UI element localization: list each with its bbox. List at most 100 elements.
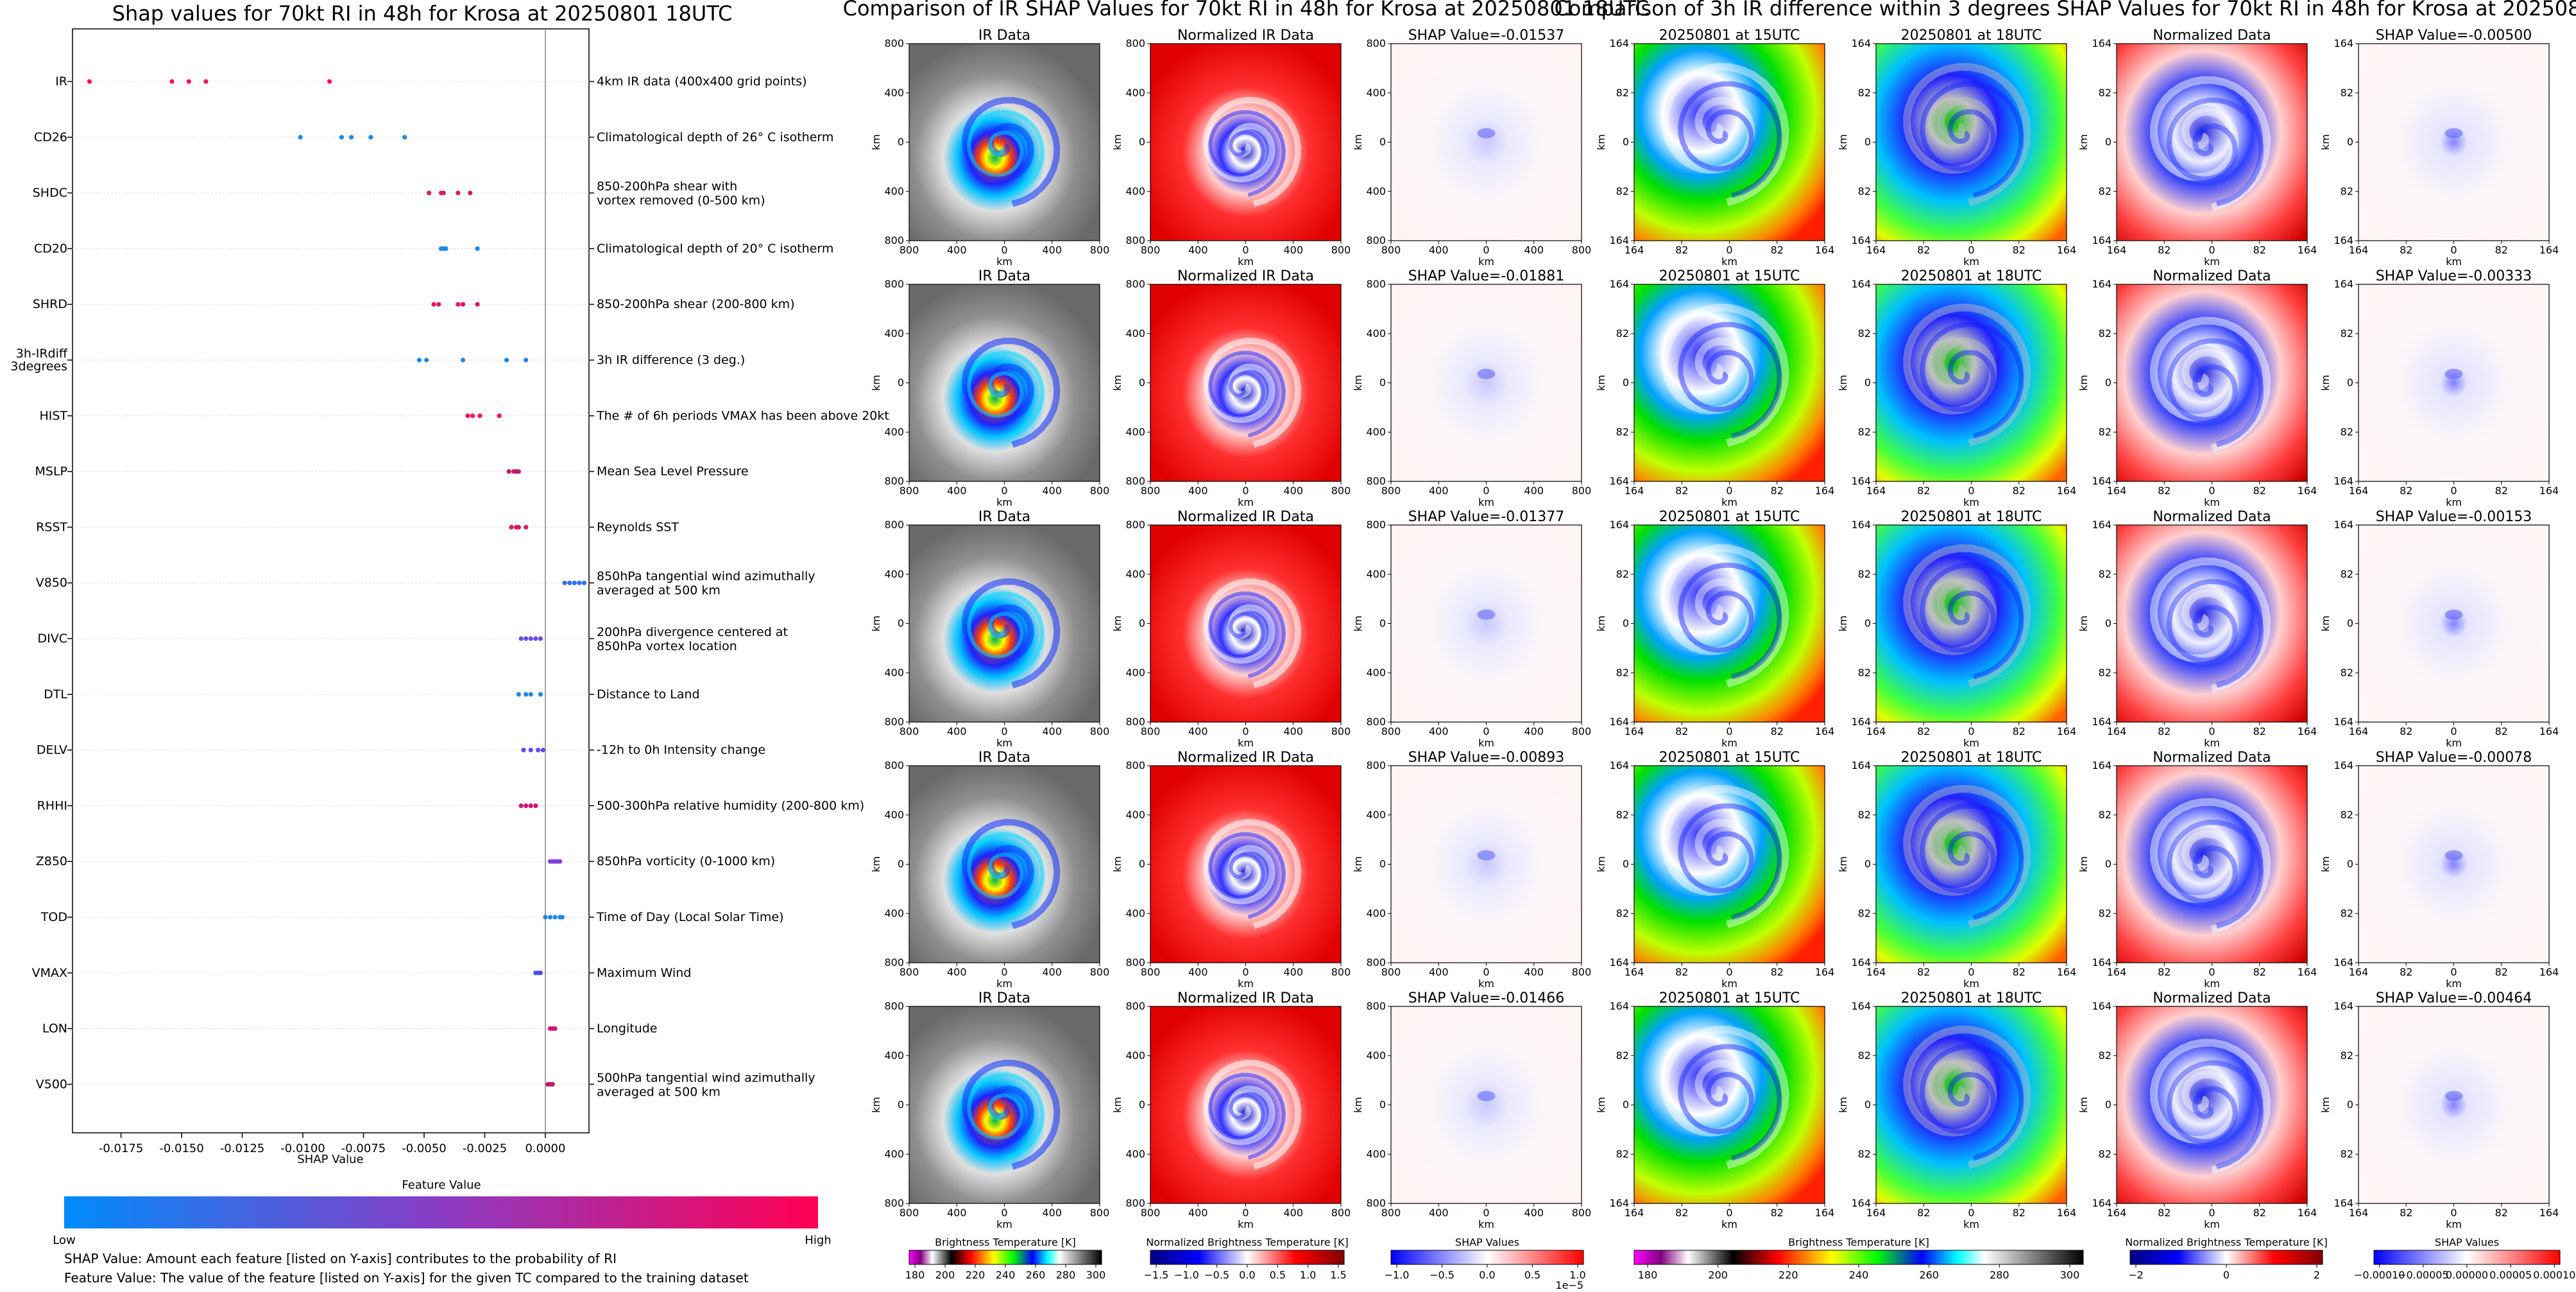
panel-y-tick-label: 164 — [2092, 716, 2111, 728]
panel-y-tick-label: 800 — [884, 475, 904, 487]
panel-x-tick-label: 82 — [1771, 1207, 1784, 1219]
panel-y-tick-label: 400 — [884, 327, 904, 340]
colorbar-tick-label: 0.00010 — [2533, 1269, 2575, 1281]
shap-point — [562, 580, 567, 585]
panel-title: Normalized IR Data — [1177, 509, 1314, 525]
summary-x-ticks: -0.0175 -0.0150 -0.0125 -0.0100 -0.0075 -0.00… — [99, 29, 565, 1155]
shap-point — [470, 413, 475, 418]
panel-y-tick-label: 800 — [1125, 37, 1145, 49]
shap-point — [533, 803, 538, 808]
panel-x-tick-label: 164 — [2107, 966, 2127, 978]
colorbar-tick-label: −0.5 — [1204, 1269, 1229, 1281]
panel-x-tick-label: 0 — [1483, 244, 1489, 256]
panel-x-tick-label: 800 — [1331, 485, 1351, 497]
panel-y-tick-label: 0 — [1139, 377, 1145, 389]
panel-title: Normalized IR Data — [1177, 268, 1314, 284]
panel-x-tick-label: 164 — [1866, 485, 1886, 497]
panel-x-tick-label: 164 — [2349, 485, 2369, 497]
panel-x-tick-label: 82 — [2253, 966, 2266, 978]
panel-x-tick-label: 400 — [1524, 966, 1544, 978]
shap-point — [465, 413, 470, 418]
x-tick-label: -0.0125 — [220, 1142, 264, 1155]
shap-point — [547, 915, 553, 920]
panel-y-tick-label: 82 — [2341, 426, 2353, 438]
panel-y-tick-label: 164 — [2092, 37, 2111, 49]
shap-point — [524, 803, 529, 808]
colorbar-label: Brightness Temperature [K] — [1788, 1236, 1929, 1248]
panel-title: 20250801 at 15UTC — [1659, 990, 1800, 1006]
shap-hotspot — [2444, 368, 2463, 379]
panel-title: Normalized Data — [2153, 990, 2271, 1006]
shap-point — [536, 748, 541, 753]
shap-point — [456, 191, 461, 196]
panel-y-tick-label: 0 — [2347, 858, 2353, 870]
panel-y-tick-label: 800 — [1366, 37, 1386, 49]
panel-y-tick-label: 0 — [2105, 136, 2111, 148]
colorbar-tick-label: −0.00005 — [2398, 1269, 2449, 1281]
panel-image — [2117, 44, 2307, 241]
shap-point — [426, 191, 432, 196]
panel-y-tick-label: 800 — [1366, 956, 1386, 969]
panel-x-tick-label: 164 — [1866, 244, 1886, 256]
panel-image — [909, 44, 1100, 241]
panel-image — [1634, 525, 1825, 722]
panel-x-tick-label: 0 — [1726, 725, 1732, 737]
feature-description: -12h to 0h Intensity change — [597, 743, 765, 757]
panel-y-tick-label: 400 — [1366, 809, 1386, 821]
panel-x-tick-label: 164 — [2057, 966, 2077, 978]
feature-description: Distance to Land — [597, 687, 700, 702]
panel-title: Normalized Data — [2153, 750, 2271, 766]
colorbar: Normalized Brightness Temperature [K] −1.… — [1144, 1236, 1349, 1281]
colorbar-label: Normalized Brightness Temperature [K] — [2125, 1236, 2328, 1248]
shap-point — [460, 357, 466, 363]
panel-y-tick-label: 400 — [1366, 327, 1386, 340]
panel-x-tick-label: 800 — [1331, 725, 1351, 737]
panel-x-unit: km — [1721, 1218, 1737, 1230]
shap-point — [567, 580, 572, 585]
panel-y-tick-label: 0 — [898, 1099, 904, 1111]
panel-x-tick-label: 164 — [2057, 725, 2077, 737]
colorbar-tick-label: 0.00000 — [2446, 1269, 2488, 1281]
shap-point — [506, 469, 511, 474]
panel-y-tick-label: 82 — [1616, 809, 1629, 821]
feature-name: Z850 — [36, 854, 67, 868]
feature-name: VMAX — [32, 966, 67, 980]
panel-y-tick-label: 82 — [1616, 185, 1629, 197]
panel-title: SHAP Value=-0.00153 — [2376, 509, 2532, 525]
panel-y-tick-label: 164 — [1609, 234, 1629, 246]
panel-image — [2358, 525, 2549, 722]
x-tick-label: 0.0000 — [525, 1142, 565, 1155]
colorbar-label: SHAP Values — [1455, 1236, 1519, 1248]
panel-x-unit: km — [1721, 496, 1737, 508]
panel-x-unit: km — [1721, 255, 1737, 268]
panel-y-unit: km — [1595, 134, 1607, 150]
panel-x-tick-label: 800 — [1381, 244, 1401, 256]
x-tick-label: -0.0050 — [402, 1142, 446, 1155]
panel-y-tick-label: 800 — [1125, 1000, 1145, 1012]
panel-x-tick-label: 0 — [2450, 1207, 2457, 1219]
panel-x-tick-label: 800 — [1090, 1207, 1110, 1219]
panel-x-tick-label: 164 — [2349, 1207, 2369, 1219]
panel-y-tick-label: 164 — [1851, 956, 1871, 969]
panel-x-tick-label: 0 — [1001, 244, 1007, 256]
panel-y-tick-label: 0 — [898, 377, 904, 389]
panel-x-unit: km — [996, 737, 1012, 749]
panel-y-unit: km — [1352, 1097, 1364, 1113]
panel-x-tick-label: 82 — [1917, 1207, 1930, 1219]
colorbar-tick-label: 200 — [935, 1269, 955, 1281]
feature-row: LON Longitude — [42, 1022, 658, 1036]
panel-image — [1876, 525, 2067, 722]
storm-band — [1208, 832, 1286, 919]
feature-name: IR — [55, 74, 67, 89]
panel-y-unit: km — [1837, 856, 1849, 872]
feature-name: DIVC — [38, 632, 68, 646]
panel-x-tick-label: 0 — [1483, 725, 1489, 737]
shap-point — [203, 79, 209, 84]
panel-x-tick-label: 82 — [2495, 725, 2508, 737]
panel-image — [1391, 1006, 1582, 1203]
